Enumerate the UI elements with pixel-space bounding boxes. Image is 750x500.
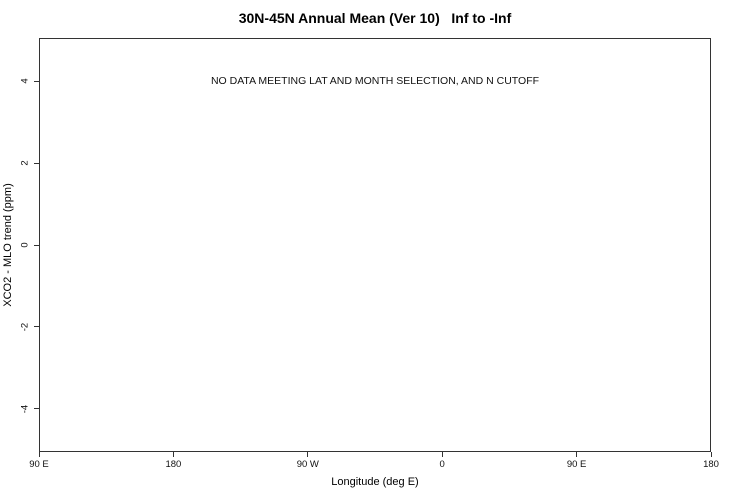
y-tick-mark	[34, 408, 39, 410]
x-tick-mark	[38, 452, 40, 457]
y-tick-label: 0	[19, 242, 31, 248]
no-data-message: NO DATA MEETING LAT AND MONTH SELECTION,…	[210, 75, 540, 88]
x-tick-mark	[710, 452, 712, 457]
x-tick-mark	[307, 452, 309, 457]
x-tick-label: 90 W	[296, 459, 319, 470]
y-tick-mark	[34, 326, 39, 328]
x-tick-mark	[576, 452, 578, 457]
y-tick-label: -2	[19, 322, 31, 332]
y-tick-mark	[34, 244, 39, 246]
x-tick-label: 90 E	[29, 459, 49, 470]
x-axis-label: Longitude (deg E)	[331, 476, 419, 488]
x-tick-label: 180	[703, 459, 719, 470]
y-tick-label: -4	[19, 404, 31, 414]
y-axis-label: XCO2 - MLO trend (ppm)	[2, 183, 14, 307]
x-tick-label: 90 E	[566, 459, 587, 470]
x-tick-mark	[441, 452, 443, 457]
x-tick-label: 0	[439, 459, 445, 470]
y-tick-label: 2	[19, 160, 31, 166]
y-tick-mark	[34, 80, 39, 82]
chart-title: 30N-45N Annual Mean (Ver 10) Inf to -Inf	[238, 10, 512, 26]
y-tick-label: 4	[19, 78, 31, 84]
x-tick-mark	[172, 452, 174, 457]
y-tick-mark	[34, 162, 39, 164]
x-tick-label: 180	[165, 459, 182, 470]
plot-area	[39, 38, 711, 452]
